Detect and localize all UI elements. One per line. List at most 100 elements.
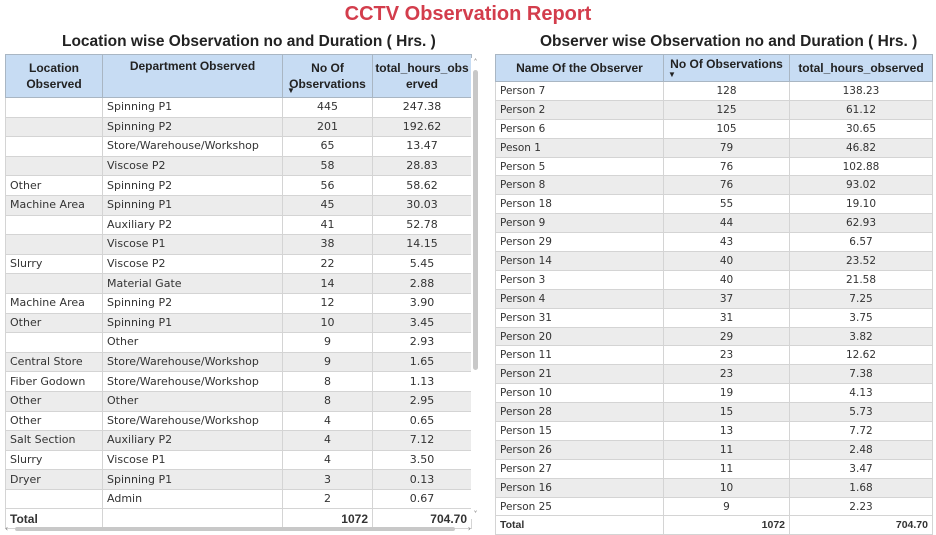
col-header-count[interactable]: No Of Observations ▼ <box>282 54 373 98</box>
table-row[interactable]: Spinning P1 445 247.38 <box>5 97 472 118</box>
cell-observer-hours: 46.82 <box>789 137 933 158</box>
table-row[interactable]: Admin 2 0.67 <box>5 488 472 510</box>
col-header-department[interactable]: Department Observed <box>102 54 283 98</box>
cell-observer-count: 40 <box>663 251 790 271</box>
chevron-left-icon[interactable]: ‹ <box>5 524 9 533</box>
sort-descending-icon[interactable]: ▼ <box>287 86 295 95</box>
cell-department: Admin <box>102 488 283 510</box>
cell-location <box>5 332 103 353</box>
table-row[interactable]: Person 15 13 7.72 <box>495 421 933 441</box>
cell-observer-name: Person 14 <box>495 251 664 271</box>
table-row[interactable]: Dryer Spinning P1 3 0.13 <box>5 469 472 490</box>
table-row[interactable]: Spinning P2 201 192.62 <box>5 116 472 138</box>
col-header-observer-count[interactable]: No Of Observations ▼ <box>663 54 790 82</box>
cell-count: 38 <box>282 234 373 255</box>
cell-hours: 0.67 <box>372 488 472 510</box>
chevron-right-icon[interactable]: › <box>467 524 471 533</box>
cell-department: Spinning P1 <box>102 194 283 216</box>
cell-hours: 2.95 <box>372 390 472 412</box>
table-row[interactable]: Peson 1 79 46.82 <box>495 137 933 158</box>
table-row[interactable]: Person 5 76 102.88 <box>495 156 933 177</box>
observer-panel-title: Observer wise Observation no and Duratio… <box>540 33 918 50</box>
cell-observer-hours: 21.58 <box>789 269 933 290</box>
table-row[interactable]: Person 16 10 1.68 <box>495 477 933 498</box>
cell-hours: 52.78 <box>372 214 472 236</box>
table-row[interactable]: Other Store/Warehouse/Workshop 4 0.65 <box>5 410 472 432</box>
chevron-up-icon[interactable]: ˄ <box>473 58 478 67</box>
table-row[interactable]: Person 6 105 30.65 <box>495 118 933 139</box>
cell-location: Other <box>5 410 103 432</box>
cell-count: 4 <box>282 449 373 471</box>
table-row[interactable]: Person 31 31 3.75 <box>495 307 933 328</box>
table-row[interactable]: Person 25 9 2.23 <box>495 496 933 517</box>
cell-observer-count: 23 <box>663 364 790 385</box>
table-row[interactable]: Material Gate 14 2.88 <box>5 273 472 294</box>
table-row[interactable]: Store/Warehouse/Workshop 65 13.47 <box>5 136 472 157</box>
cell-hours: 1.13 <box>372 371 472 392</box>
cell-observer-name: Person 9 <box>495 213 664 234</box>
table-row[interactable]: Slurry Viscose P1 4 3.50 <box>5 449 472 471</box>
cell-department: Spinning P2 <box>102 175 283 196</box>
table-row[interactable]: Person 21 23 7.38 <box>495 364 933 385</box>
table-row[interactable]: Person 3 40 21.58 <box>495 269 933 290</box>
cell-observer-name: Person 2 <box>495 99 664 120</box>
table-row[interactable]: Person 4 37 7.25 <box>495 288 933 309</box>
table-row[interactable]: Other 9 2.93 <box>5 332 472 353</box>
table-row[interactable]: Person 29 43 6.57 <box>495 232 933 253</box>
cell-observer-name: Person 3 <box>495 269 664 290</box>
table-row[interactable]: Person 10 19 4.13 <box>495 383 933 404</box>
scrollbar-thumb[interactable] <box>15 527 455 531</box>
table-row[interactable]: Person 14 40 23.52 <box>495 251 933 271</box>
cell-observer-name: Person 26 <box>495 439 664 460</box>
table-row[interactable]: Person 7 128 138.23 <box>495 81 933 101</box>
cell-hours: 1.65 <box>372 351 472 373</box>
cell-observer-hours: 3.82 <box>789 326 933 347</box>
col-header-hours[interactable]: total_hours_obs erved <box>372 54 472 98</box>
cell-department: Other <box>102 390 283 412</box>
table-row[interactable]: Person 27 11 3.47 <box>495 458 933 479</box>
table-row[interactable]: Fiber Godown Store/Warehouse/Workshop 8 1.1… <box>5 371 472 392</box>
location-table-vertical-scrollbar[interactable]: ˄ ˅ <box>471 58 480 519</box>
cell-observer-hours: 61.12 <box>789 99 933 120</box>
table-row[interactable]: Central Store Store/Warehouse/Workshop 9 1.… <box>5 351 472 373</box>
location-table-horizontal-scrollbar[interactable]: ‹ › <box>5 524 471 533</box>
cell-department: Auxiliary P2 <box>102 430 283 451</box>
cell-hours: 28.83 <box>372 155 472 177</box>
cell-observer-hours: 6.57 <box>789 232 933 253</box>
cell-observer-hours: 2.23 <box>789 496 933 517</box>
col-header-observer-name[interactable]: Name Of the Observer <box>495 54 664 82</box>
col-header-location[interactable]: Location Observed <box>5 54 103 98</box>
table-row[interactable]: Viscose P1 38 14.15 <box>5 234 472 255</box>
cell-count: 58 <box>282 155 373 177</box>
table-row[interactable]: Machine Area Spinning P2 12 3.90 <box>5 292 472 314</box>
table-row[interactable]: Slurry Viscose P2 22 5.45 <box>5 253 472 275</box>
table-row[interactable]: Other Other 8 2.95 <box>5 390 472 412</box>
table-row[interactable]: Other Spinning P1 10 3.45 <box>5 312 472 334</box>
sort-descending-icon[interactable]: ▼ <box>668 70 676 79</box>
scrollbar-thumb[interactable] <box>473 70 478 370</box>
cell-location <box>5 488 103 510</box>
col-header-observer-hours[interactable]: total_hours_observed <box>789 54 933 82</box>
table-row[interactable]: Person 28 15 5.73 <box>495 402 933 423</box>
chevron-down-icon[interactable]: ˅ <box>473 510 478 519</box>
table-row[interactable]: Person 11 23 12.62 <box>495 345 933 366</box>
table-row[interactable]: Auxiliary P2 41 52.78 <box>5 214 472 236</box>
table-row[interactable]: Person 9 44 62.93 <box>495 213 933 234</box>
table-row[interactable]: Salt Section Auxiliary P2 4 7.12 <box>5 430 472 451</box>
cell-hours: 3.90 <box>372 292 472 314</box>
table-row[interactable]: Person 2 125 61.12 <box>495 99 933 120</box>
table-row[interactable]: Viscose P2 58 28.83 <box>5 155 472 177</box>
table-row[interactable]: Person 18 55 19.10 <box>495 194 933 215</box>
cell-count: 65 <box>282 136 373 157</box>
cell-department: Viscose P1 <box>102 449 283 471</box>
cell-observer-count: 19 <box>663 383 790 404</box>
cell-observer-name: Person 6 <box>495 118 664 139</box>
cell-count: 445 <box>282 97 373 118</box>
table-row[interactable]: Machine Area Spinning P1 45 30.03 <box>5 194 472 216</box>
table-row[interactable]: Person 26 11 2.48 <box>495 439 933 460</box>
table-row[interactable]: Person 20 29 3.82 <box>495 326 933 347</box>
table-row[interactable]: Person 8 76 93.02 <box>495 175 933 196</box>
cell-location: Salt Section <box>5 430 103 451</box>
cell-hours: 30.03 <box>372 194 472 216</box>
table-row[interactable]: Other Spinning P2 56 58.62 <box>5 175 472 196</box>
